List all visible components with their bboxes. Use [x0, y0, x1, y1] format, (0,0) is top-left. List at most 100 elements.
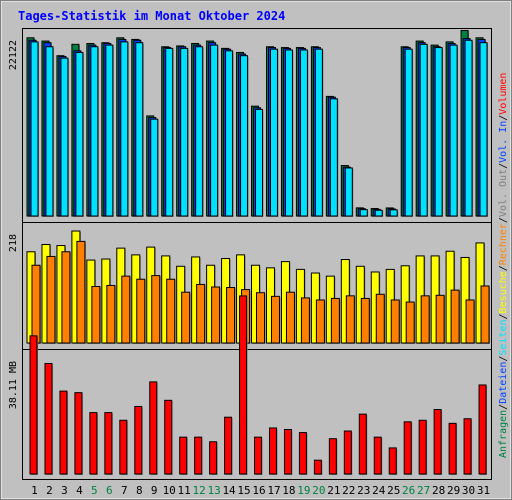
bar-volumen-day-31	[478, 384, 487, 475]
bar-rechner-day-11	[181, 291, 191, 344]
bar-volumen-day-19	[298, 432, 307, 475]
bar-seiten-day-21	[329, 98, 338, 217]
day-label-14: 14	[222, 484, 236, 497]
bar-seiten-day-20	[314, 48, 323, 217]
bar-rechner-day-4	[76, 240, 86, 344]
bar-seiten-day-9	[150, 118, 159, 217]
day-label-28: 28	[432, 484, 445, 497]
bar-volumen-day-1	[29, 335, 38, 475]
bar-rechner-day-10	[166, 278, 176, 344]
bar-seiten-day-30	[464, 39, 473, 217]
legend-separator: /	[498, 265, 509, 271]
bar-seiten-day-16	[255, 108, 264, 217]
side-legend: Anfragen/Dateien/Seiten/Besuche/Rechner/…	[498, 73, 509, 458]
legend-entry: Dateien	[498, 362, 509, 404]
day-label-30: 30	[462, 484, 475, 497]
bar-seiten-day-18	[284, 49, 293, 217]
bar-volumen-day-25	[388, 447, 397, 475]
bar-volumen-day-4	[74, 392, 83, 475]
day-label-18: 18	[282, 484, 295, 497]
bar-rechner-day-16	[256, 292, 266, 344]
bar-seiten-day-23	[359, 209, 368, 217]
bar-volumen-day-16	[254, 436, 263, 475]
scale-label: 218	[8, 234, 19, 252]
bar-seiten-day-7	[120, 41, 129, 217]
bar-volumen-day-26	[403, 421, 412, 475]
bar-volumen-day-29	[448, 422, 457, 475]
bar-rechner-day-6	[106, 284, 116, 344]
bar-seiten-day-2	[45, 46, 54, 217]
bar-seiten-day-13	[210, 44, 219, 217]
scale-label: 38.11 MB	[8, 361, 19, 409]
bar-rechner-day-7	[121, 275, 131, 344]
day-label-29: 29	[447, 484, 460, 497]
bar-seiten-day-12	[195, 46, 204, 217]
bar-volumen-day-24	[373, 436, 382, 475]
day-label-2: 2	[46, 484, 53, 497]
bar-volumen-day-10	[164, 399, 173, 475]
bar-seiten-day-14	[225, 50, 234, 217]
day-label-25: 25	[387, 484, 400, 497]
day-label-24: 24	[372, 484, 386, 497]
legend-separator: /	[498, 313, 509, 319]
bar-seiten-day-5	[90, 46, 99, 217]
bar-rechner-day-29	[450, 289, 460, 344]
bar-volumen-day-21	[328, 438, 337, 475]
bar-seiten-day-15	[240, 55, 249, 217]
day-label-23: 23	[357, 484, 370, 497]
bar-volumen-day-14	[224, 416, 233, 475]
bar-volumen-day-20	[313, 459, 322, 475]
bar-volumen-day-2	[44, 362, 53, 475]
scale-label: 22122	[8, 40, 19, 70]
bar-rechner-day-13	[211, 286, 221, 344]
bar-seiten-day-28	[434, 47, 443, 217]
bar-seiten-day-4	[75, 51, 84, 217]
bar-volumen-day-6	[104, 412, 113, 475]
bar-volumen-day-30	[463, 418, 472, 475]
panel-requests: 22122	[8, 29, 489, 218]
bar-volumen-day-3	[59, 390, 68, 475]
legend-entry: Volumen	[498, 73, 509, 115]
day-label-9: 9	[151, 484, 158, 497]
day-label-27: 27	[417, 484, 430, 497]
day-label-26: 26	[402, 484, 415, 497]
bar-volumen-day-22	[343, 430, 352, 475]
bar-rechner-day-26	[405, 301, 415, 344]
bar-seiten-day-3	[60, 57, 69, 217]
bar-rechner-day-22	[345, 295, 355, 344]
legend-entry: Besuche	[498, 271, 509, 313]
bar-volumen-day-15	[239, 295, 248, 475]
bar-rechner-day-20	[315, 299, 325, 344]
bar-seiten-day-26	[404, 48, 413, 217]
day-label-31: 31	[477, 484, 490, 497]
bar-volumen-day-5	[89, 412, 98, 475]
day-label-21: 21	[327, 484, 340, 497]
day-label-8: 8	[136, 484, 143, 497]
bar-volumen-day-9	[149, 381, 158, 475]
bar-volumen-day-8	[134, 405, 143, 475]
bar-rechner-day-23	[360, 297, 370, 344]
legend-entry: Seiten	[498, 319, 509, 355]
legend-separator: /	[498, 115, 509, 121]
legend-separator: /	[498, 404, 509, 410]
bar-seiten-day-27	[419, 43, 428, 217]
bar-seiten-day-11	[180, 47, 189, 217]
bar-volumen-day-12	[194, 436, 203, 475]
bar-rechner-day-28	[435, 294, 445, 344]
bar-rechner-day-9	[151, 275, 161, 344]
day-label-6: 6	[106, 484, 113, 497]
bar-seiten-day-24	[374, 209, 383, 217]
day-label-20: 20	[312, 484, 325, 497]
bar-rechner-day-3	[61, 251, 71, 344]
bar-rechner-day-27	[420, 295, 430, 344]
legend-entry: Rechner	[498, 223, 509, 265]
bar-seiten-day-6	[105, 44, 114, 217]
day-label-16: 16	[252, 484, 265, 497]
bar-rechner-day-24	[375, 293, 385, 344]
day-label-3: 3	[61, 484, 68, 497]
bar-rechner-day-8	[136, 278, 146, 344]
bar-volumen-day-18	[283, 428, 292, 475]
legend-entry: Vol. Out	[498, 169, 509, 217]
bar-seiten-day-22	[344, 167, 353, 217]
